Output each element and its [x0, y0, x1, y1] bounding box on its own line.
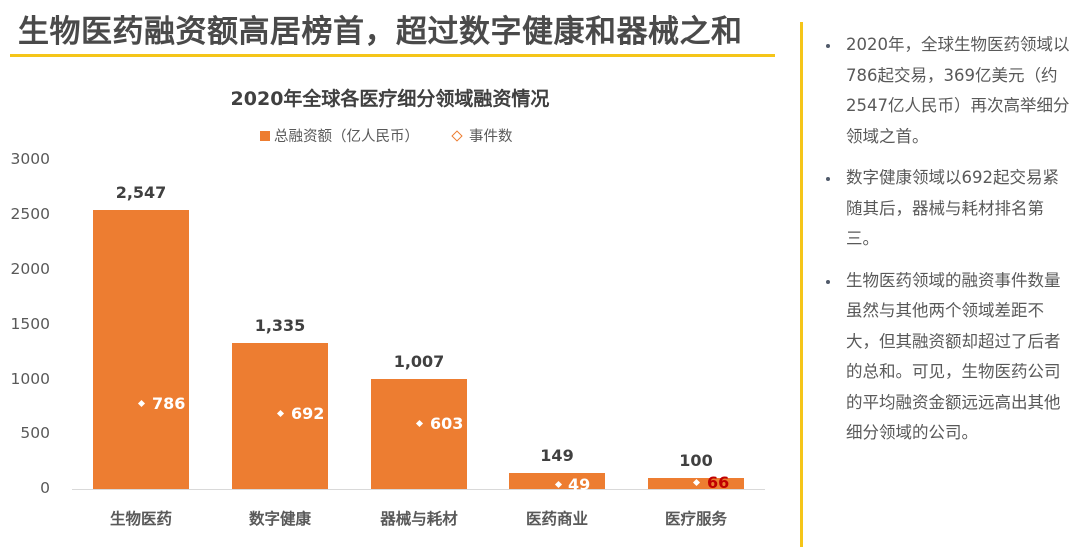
bar-value-label: 2,547 [115, 183, 167, 202]
y-tick: 0 [40, 479, 50, 497]
legend-events-label: 事件数 [469, 129, 513, 145]
category-label: 医疗服务 [664, 510, 727, 528]
bar-value-label: 1,007 [393, 352, 445, 371]
note-text: 2020年，全球生物医药领域以786起交易，369亿美元（约2547亿人民币）再… [846, 35, 1070, 146]
category-label: 医药商业 [525, 510, 588, 528]
event-value-label: 66 [707, 473, 730, 492]
note-item: 2020年，全球生物医药领域以786起交易，369亿美元（约2547亿人民币）再… [820, 30, 1070, 152]
event-value-label: 49 [568, 475, 591, 494]
page-title: 生物医药融资额高居榜首，超过数字健康和器械之和 [18, 14, 743, 50]
event-value-label: 603 [430, 414, 464, 433]
title-underline [10, 54, 775, 57]
note-item: 生物医药领域的融资事件数量虽然与其他两个领域差距不大，但其融资额却超过了后者的总… [820, 266, 1070, 449]
bullet-icon [826, 44, 830, 48]
category-label: 数字健康 [248, 510, 311, 528]
note-text: 生物医药领域的融资事件数量虽然与其他两个领域差距不大，但其融资额却超过了后者的总… [846, 270, 1061, 443]
note-text: 数字健康领域以692起交易紧随其后，器械与耗材排名第三。 [846, 168, 1059, 248]
event-value-label: 786 [152, 394, 186, 413]
legend-amount-label: 总融资额（亿人民币） [274, 129, 419, 145]
y-tick: 1500 [10, 315, 50, 333]
y-tick: 2500 [10, 205, 50, 223]
bar-biopharma [93, 210, 189, 489]
event-value-label: 692 [291, 404, 325, 423]
note-item: 数字健康领域以692起交易紧随其后，器械与耗材排名第三。 [820, 163, 1070, 255]
category-label: 器械与耗材 [380, 510, 458, 528]
y-tick: 500 [20, 424, 50, 442]
vertical-divider [800, 22, 803, 547]
legend-bar-swatch-icon [260, 130, 270, 141]
notes-list: 2020年，全球生物医药领域以786起交易，369亿美元（约2547亿人民币）再… [820, 30, 1070, 460]
bar-value-label: 149 [540, 446, 574, 465]
y-tick: 2000 [10, 260, 50, 278]
y-tick: 1000 [10, 370, 50, 388]
x-axis-baseline [72, 489, 765, 490]
bar-value-label: 100 [679, 451, 713, 470]
chart-legend: 总融资额（亿人民币） 事件数 [260, 125, 513, 146]
chart-title: 2020年全球各医疗细分领域融资情况 [230, 88, 550, 110]
bar-devices-consumables [371, 379, 467, 489]
bar-value-label: 1,335 [254, 316, 306, 335]
legend-diamond-icon [451, 129, 463, 142]
bullet-icon [826, 279, 830, 284]
y-tick: 3000 [10, 150, 50, 168]
bullet-icon [826, 177, 830, 181]
category-label: 生物医药 [109, 510, 172, 528]
